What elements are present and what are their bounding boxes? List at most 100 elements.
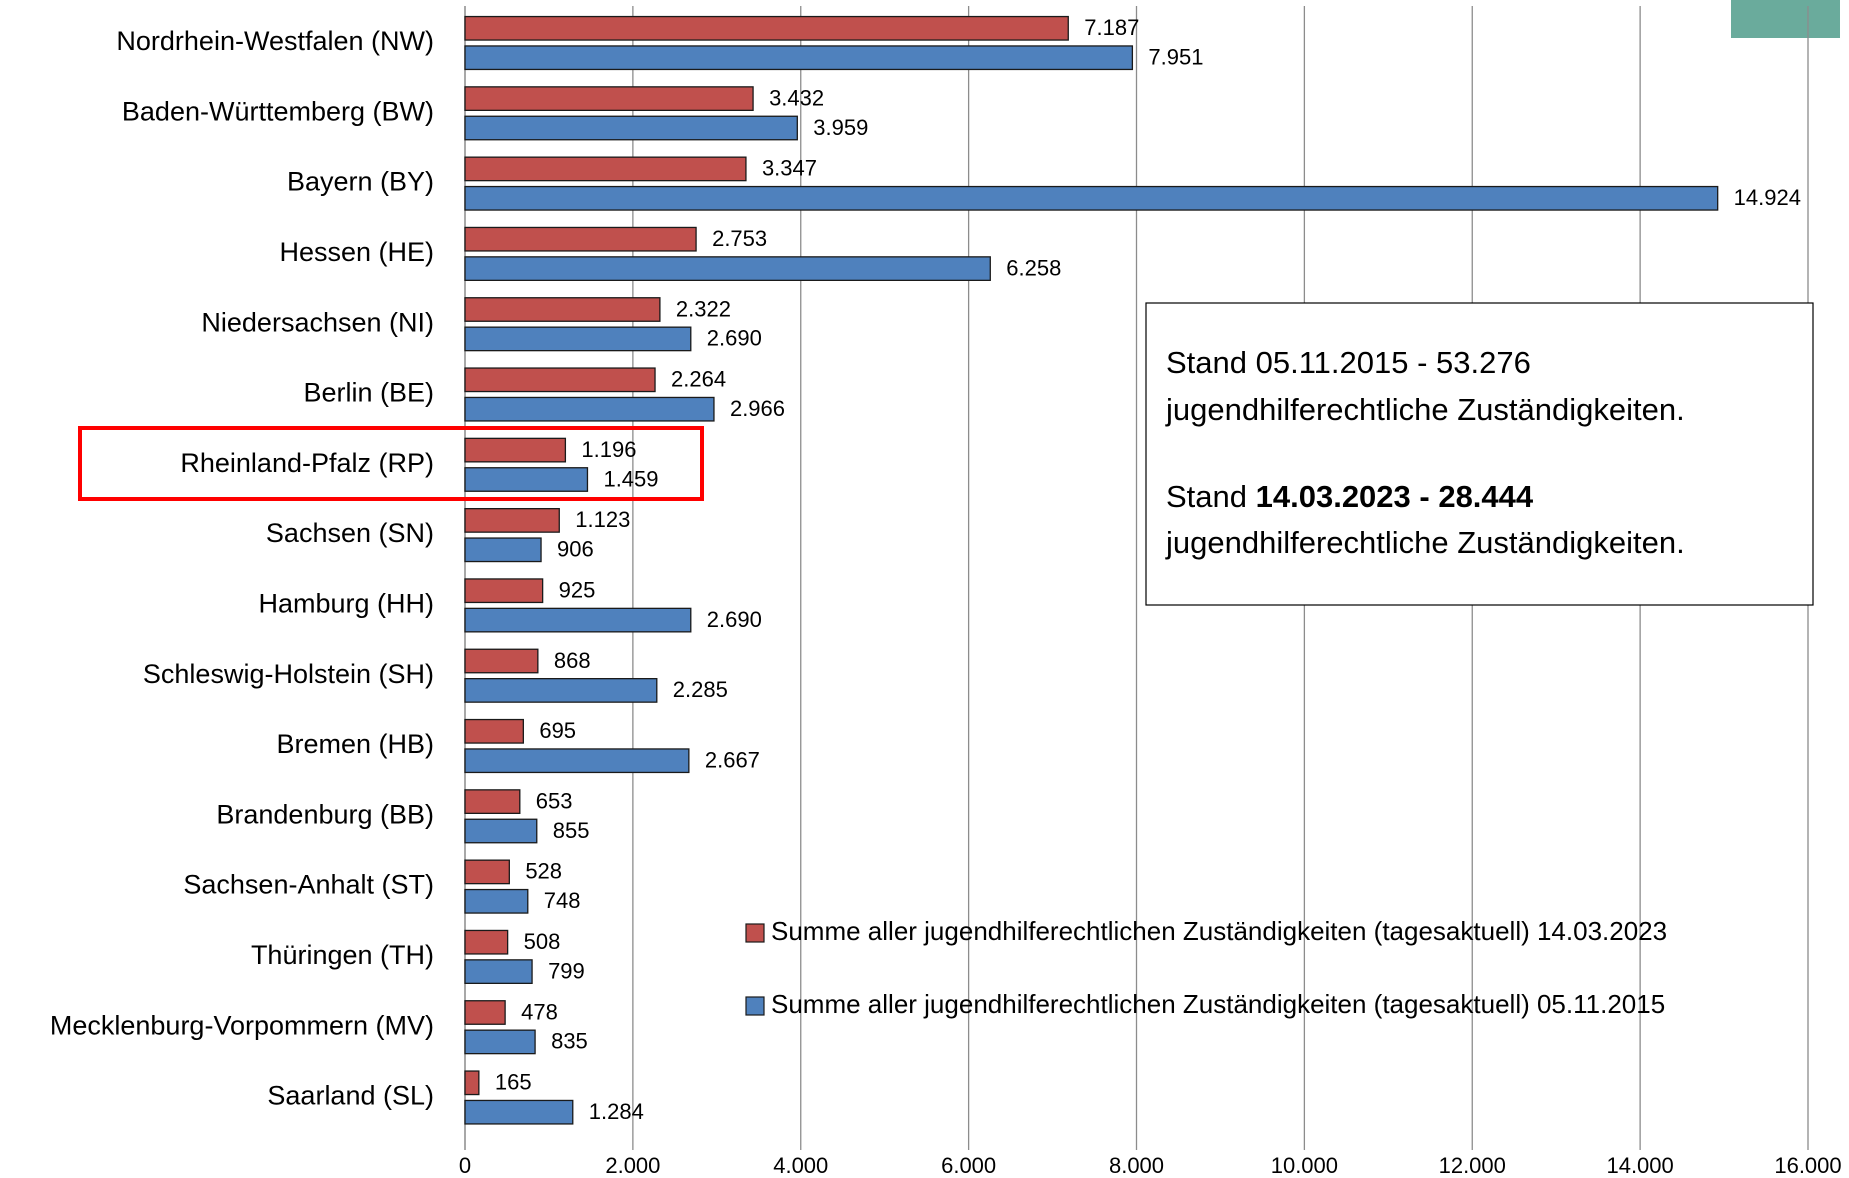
annotation: Stand 14.03.2023 - 28.444 — [1166, 479, 1534, 514]
data-label: 3.432 — [769, 85, 824, 110]
data-label: 855 — [553, 818, 590, 843]
bar — [464, 326, 692, 352]
legend-swatch — [745, 996, 765, 1016]
y-tick-label: Bremen (HB) — [276, 729, 434, 759]
y-tick-label: Berlin (BE) — [303, 378, 434, 408]
data-label: 2.966 — [730, 396, 785, 421]
y-tick-label: Sachsen (SN) — [266, 518, 434, 548]
bar — [464, 818, 538, 844]
x-tick-label: 2.000 — [605, 1153, 660, 1178]
bar — [464, 45, 1134, 71]
annotation-box — [1145, 302, 1814, 606]
data-label: 6.258 — [1006, 255, 1061, 280]
x-tick-label: 8.000 — [1109, 1153, 1164, 1178]
data-label: 2.264 — [671, 367, 726, 392]
y-tick-label: Thüringen (TH) — [251, 940, 434, 970]
data-label: 1.196 — [581, 437, 636, 462]
annotation-bold: 14.03.2023 - 28.444 — [1256, 479, 1534, 514]
bar — [464, 1029, 536, 1055]
bar — [464, 15, 1069, 41]
bar — [464, 156, 747, 182]
annotation-part: Stand — [1166, 479, 1256, 514]
y-tick-label: Hamburg (HH) — [258, 589, 434, 619]
bar — [464, 115, 798, 141]
legend-label: Summe aller jugendhilferechtlichen Zustä… — [771, 989, 1665, 1019]
data-label: 748 — [544, 888, 581, 913]
y-tick-label: Sachsen-Anhalt (ST) — [183, 870, 434, 900]
bar — [464, 537, 542, 563]
data-label: 695 — [539, 718, 576, 743]
bar — [464, 748, 690, 774]
y-tick-label: Baden-Württemberg (BW) — [122, 96, 434, 126]
data-label: 165 — [495, 1070, 532, 1095]
y-tick-label: Brandenburg (BB) — [216, 799, 434, 829]
x-tick-label: 4.000 — [773, 1153, 828, 1178]
bar — [464, 256, 991, 282]
bar — [464, 648, 539, 674]
highlight-box — [78, 426, 704, 501]
bar — [464, 607, 692, 633]
y-tick-label: Rheinland-Pfalz (RP) — [180, 448, 434, 478]
data-label: 835 — [551, 1029, 588, 1054]
data-label: 14.924 — [1734, 185, 1801, 210]
bar — [464, 437, 567, 463]
y-tick-label: Bayern (BY) — [287, 167, 434, 197]
x-tick-label: 14.000 — [1606, 1153, 1673, 1178]
annotation: Stand 05.11.2015 - 53.276 — [1166, 345, 1531, 380]
y-tick-label: Nordrhein-Westfalen (NW) — [116, 26, 434, 56]
bar — [464, 678, 658, 703]
y-tick-label: Schleswig-Holstein (SH) — [143, 659, 434, 689]
bar — [464, 1000, 506, 1025]
bar — [464, 959, 533, 984]
data-label: 868 — [554, 648, 591, 673]
data-label: 7.187 — [1084, 15, 1139, 40]
data-label: 528 — [525, 859, 562, 884]
data-label: 2.667 — [705, 748, 760, 773]
data-label: 925 — [559, 578, 596, 603]
legend-swatch — [745, 923, 765, 943]
bar — [464, 367, 656, 393]
data-label: 653 — [536, 788, 573, 813]
annotation: jugendhilferechtliche Zuständigkeiten. — [1165, 525, 1685, 560]
bar — [464, 718, 524, 744]
data-label: 7.951 — [1148, 45, 1203, 70]
bar — [464, 789, 521, 814]
data-label: 1.284 — [589, 1099, 644, 1124]
bar — [464, 396, 715, 422]
legend-label: Summe aller jugendhilferechtlichen Zustä… — [771, 916, 1667, 946]
data-label: 2.753 — [712, 226, 767, 251]
data-label: 906 — [557, 537, 594, 562]
bar — [464, 578, 544, 604]
y-tick-label: Niedersachsen (NI) — [201, 307, 434, 337]
x-tick-label: 16.000 — [1774, 1153, 1841, 1178]
data-label: 799 — [548, 958, 585, 983]
data-label: 1.459 — [603, 466, 658, 491]
x-tick-label: 6.000 — [941, 1153, 996, 1178]
bar — [464, 86, 754, 111]
y-tick-label: Mecklenburg-Vorpommern (MV) — [50, 1010, 434, 1040]
data-label: 508 — [524, 929, 561, 954]
logo — [1731, 0, 1840, 38]
x-tick-label: 12.000 — [1439, 1153, 1506, 1178]
bar — [464, 507, 560, 533]
data-label: 2.322 — [676, 296, 731, 321]
bar — [464, 888, 529, 914]
data-label: 478 — [521, 999, 558, 1024]
bar — [464, 859, 510, 885]
bar — [464, 467, 589, 492]
data-label: 3.347 — [762, 156, 817, 181]
data-label: 1.123 — [575, 507, 630, 532]
annotation: jugendhilferechtliche Zuständigkeiten. — [1165, 392, 1685, 427]
data-label: 2.690 — [707, 326, 762, 351]
bar — [464, 226, 697, 252]
y-tick-label: Saarland (SL) — [267, 1081, 434, 1111]
data-label: 2.690 — [707, 607, 762, 632]
data-label: 2.285 — [673, 677, 728, 702]
y-tick-label: Hessen (HE) — [279, 237, 434, 267]
bar — [464, 297, 661, 322]
bar — [464, 929, 509, 955]
x-tick-label: 10.000 — [1271, 1153, 1338, 1178]
bar — [464, 1099, 574, 1125]
bar — [464, 185, 1719, 211]
